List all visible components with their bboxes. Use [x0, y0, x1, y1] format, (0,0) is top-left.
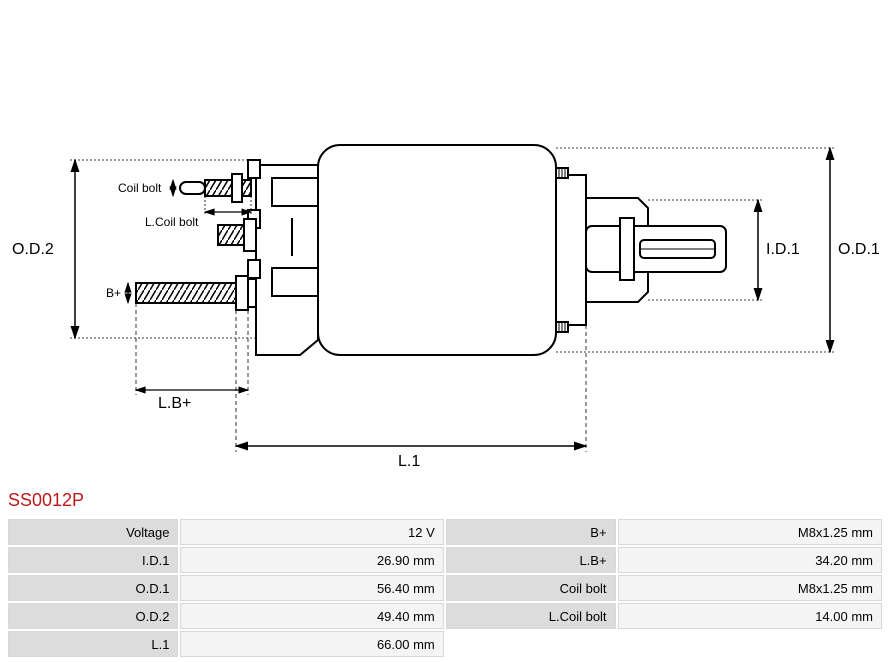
spec-label: Coil bolt [446, 575, 616, 601]
table-row: I.D.126.90 mmL.B+34.20 mm [8, 547, 882, 573]
spec-value: 56.40 mm [180, 575, 443, 601]
spec-value: M8x1.25 mm [618, 519, 882, 545]
spec-value: 12 V [180, 519, 443, 545]
label-l-b-plus: L.B+ [158, 395, 191, 412]
spec-label: L.1 [8, 631, 178, 657]
label-l-coil-bolt: L.Coil bolt [145, 215, 199, 229]
spec-label: O.D.2 [8, 603, 178, 629]
spec-value: 34.20 mm [618, 547, 882, 573]
spec-table: Voltage12 VB+M8x1.25 mmI.D.126.90 mmL.B+… [6, 517, 884, 659]
spec-value: M8x1.25 mm [618, 575, 882, 601]
spec-value: 49.40 mm [180, 603, 443, 629]
table-row: Voltage12 VB+M8x1.25 mm [8, 519, 882, 545]
label-l1: L.1 [398, 453, 420, 470]
spec-label: I.D.1 [8, 547, 178, 573]
spec-label: L.Coil bolt [446, 603, 616, 629]
table-row: L.166.00 mm [8, 631, 882, 657]
table-row: O.D.249.40 mmL.Coil bolt14.00 mm [8, 603, 882, 629]
label-coil-bolt: Coil bolt [118, 181, 162, 195]
spec-label: B+ [446, 519, 616, 545]
label-od1: O.D.1 [838, 241, 880, 258]
spec-value: 26.90 mm [180, 547, 443, 573]
label-id1: I.D.1 [766, 241, 800, 258]
spec-value: 14.00 mm [618, 603, 882, 629]
spec-label: O.D.1 [8, 575, 178, 601]
spec-label: Voltage [8, 519, 178, 545]
label-b-plus: B+ [106, 286, 121, 300]
spec-label: L.B+ [446, 547, 616, 573]
spec-value: 66.00 mm [180, 631, 443, 657]
technical-drawing: O.D.2 O.D.1 I.D.1 Coil bolt L.Coil bolt … [0, 0, 889, 480]
table-row: O.D.156.40 mmCoil boltM8x1.25 mm [8, 575, 882, 601]
part-number: SS0012P [0, 490, 889, 511]
label-od2: O.D.2 [12, 241, 54, 258]
